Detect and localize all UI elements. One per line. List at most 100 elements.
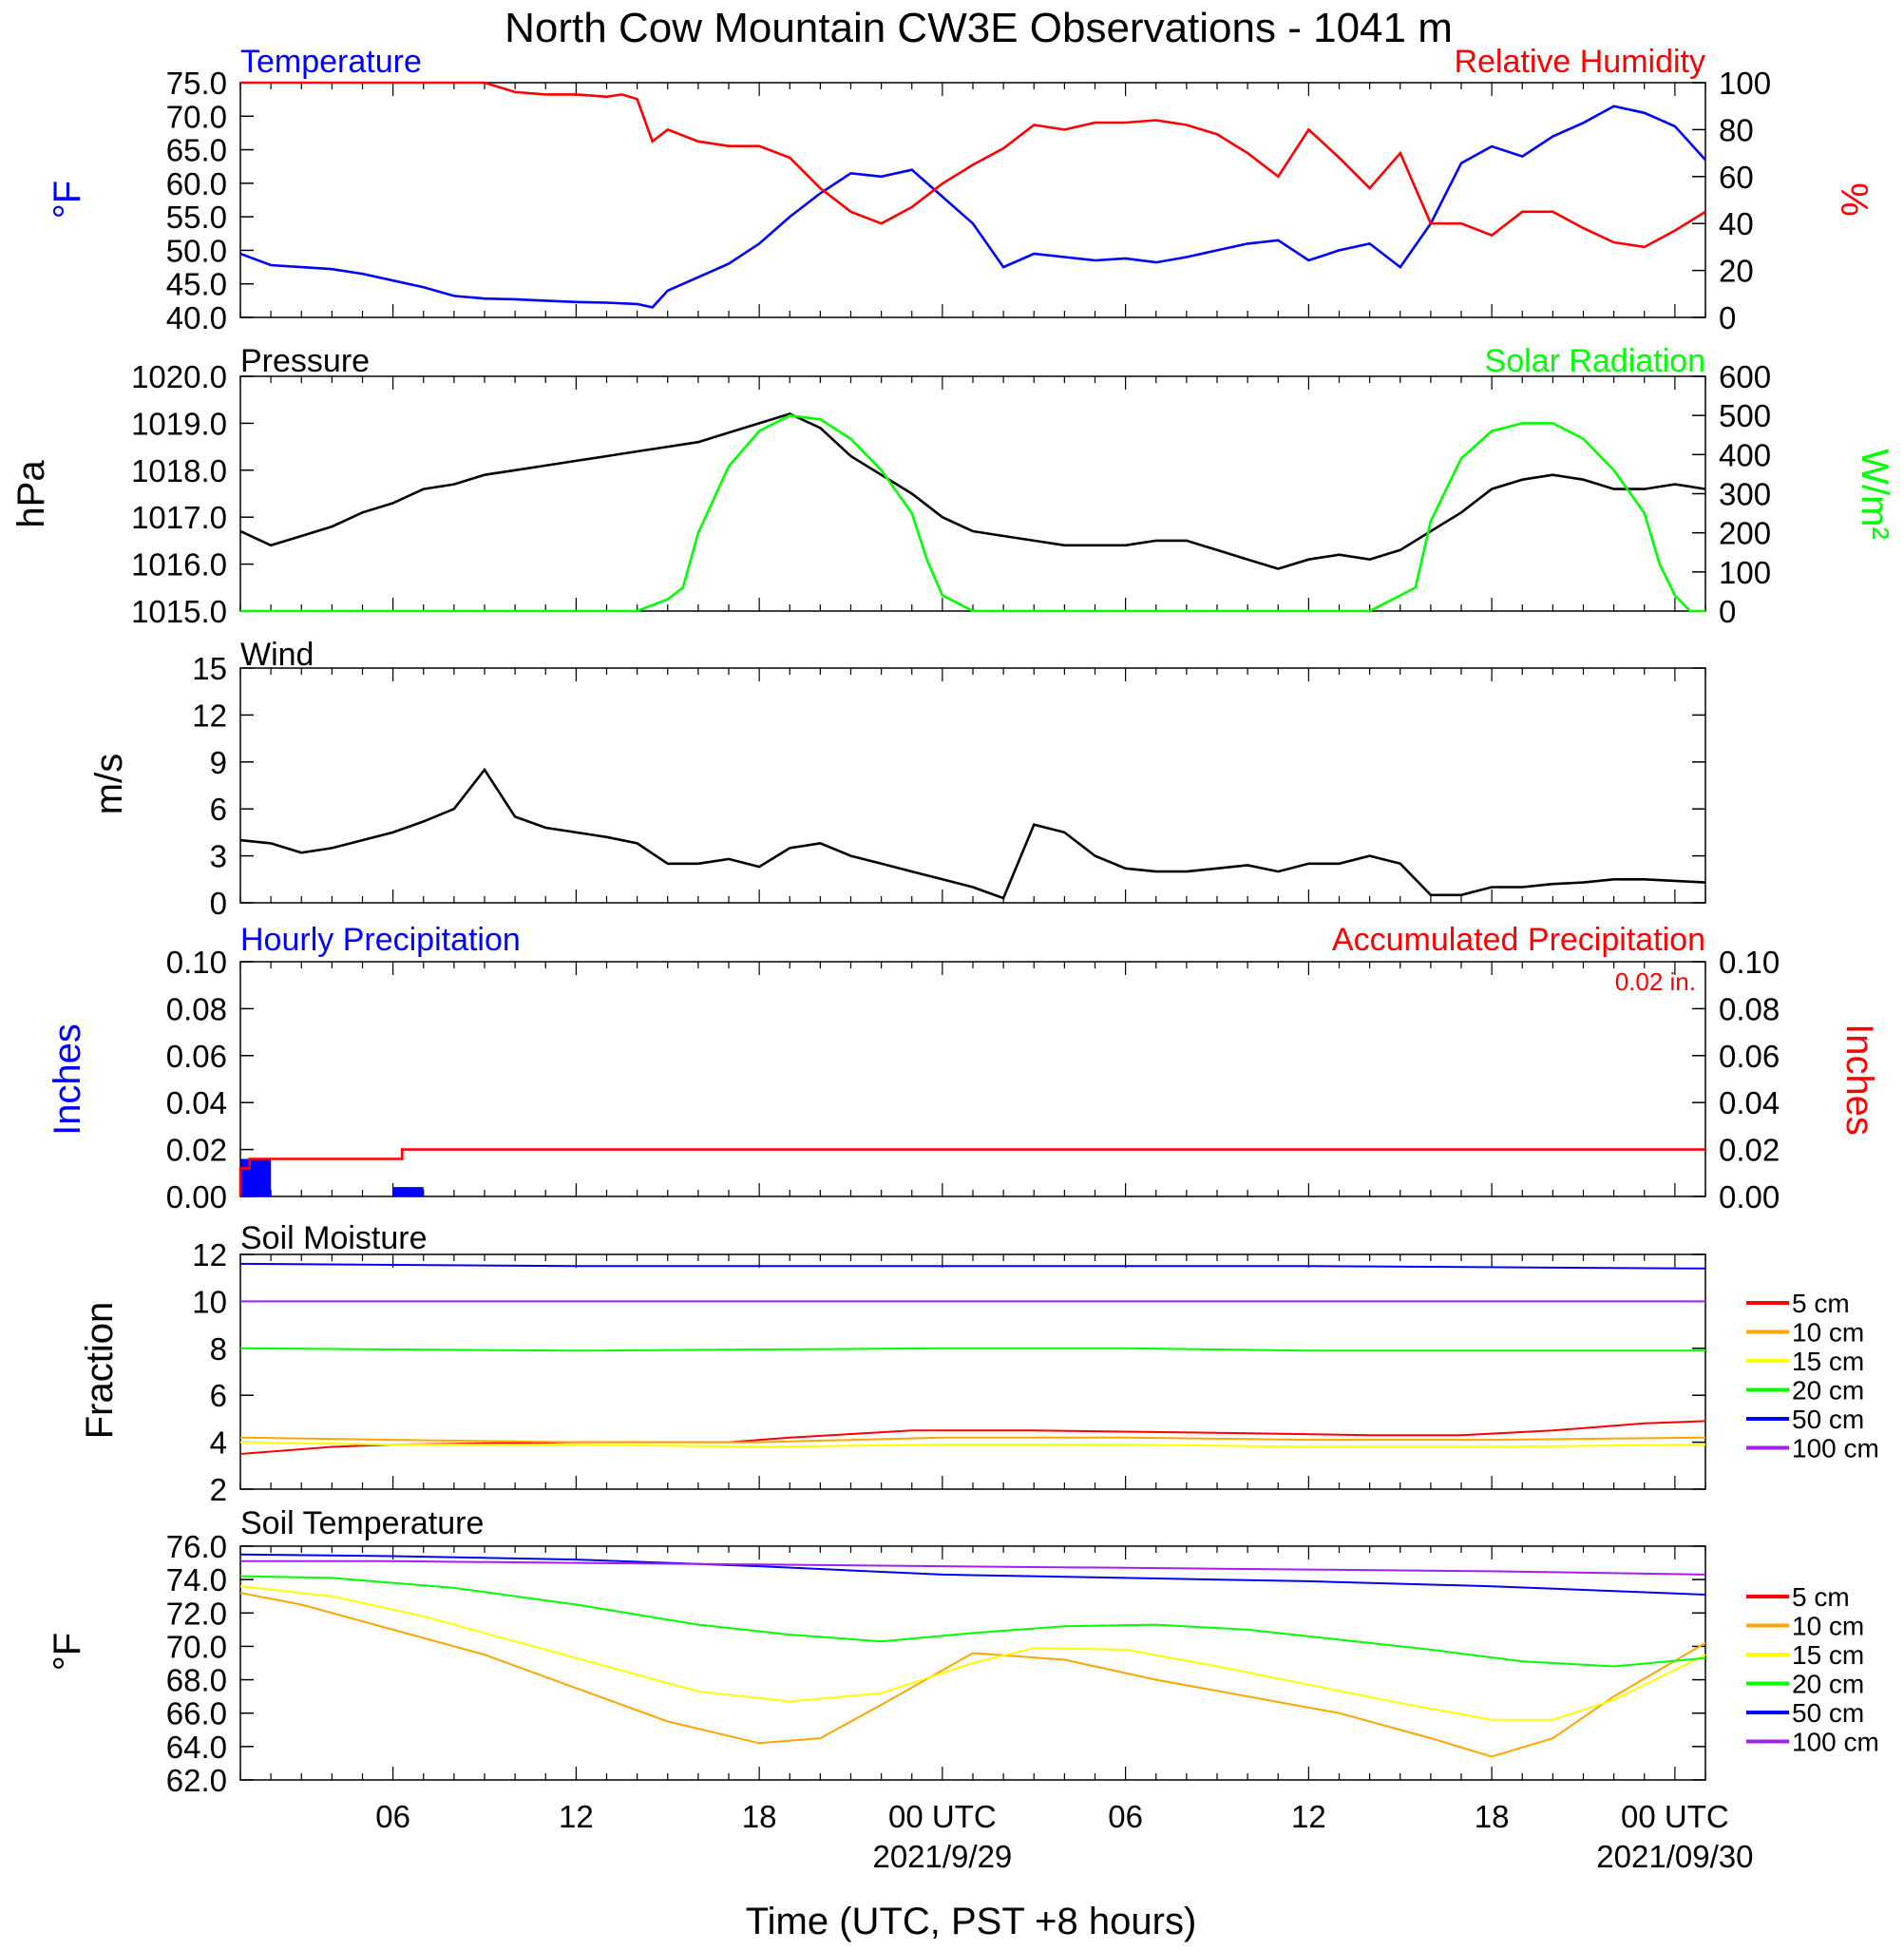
x-tick-label: 12 — [559, 1799, 594, 1834]
temperature-left-tick-label: 60.0 — [166, 166, 227, 201]
temperature-right-tick-label: 100 — [1719, 66, 1771, 101]
temperature-right-tick-label: 0 — [1719, 300, 1736, 335]
wind-wind-line — [239, 767, 1706, 900]
soil_temp-legend-label: 10 cm — [1792, 1612, 1864, 1641]
soil_temp-left-tick-label: 72.0 — [166, 1596, 227, 1631]
pressure-right-tick-label: 200 — [1719, 516, 1771, 551]
temperature-right-tick-label: 40 — [1719, 206, 1754, 241]
x-tick-label: 00 UTC — [1621, 1799, 1729, 1834]
wind-ylabel: m/s — [88, 754, 130, 814]
soil_moisture-10-cm-line — [239, 1436, 1706, 1444]
soil-temp-title: Soil Temperature — [240, 1505, 484, 1541]
temperature-frame — [239, 82, 1706, 318]
soil_temp-legend-label: 50 cm — [1792, 1698, 1864, 1728]
soil_temp-legend-label: 100 cm — [1792, 1728, 1879, 1757]
soil_moisture-left-tick-label: 12 — [192, 1237, 227, 1272]
soil-temp-ylabel: °F — [47, 1633, 88, 1671]
pressure-left-tick-label: 1016.0 — [131, 547, 227, 583]
pressure-solar-radiation-line — [240, 413, 1705, 613]
precip-right-tick-label: 0.00 — [1719, 1179, 1780, 1215]
humidity-ylabel: % — [1833, 182, 1875, 217]
soil_moisture-15-cm-line — [239, 1441, 1706, 1448]
soil_moisture-left-tick-label: 6 — [210, 1378, 227, 1413]
pressure-right-tick-label: 500 — [1719, 398, 1771, 433]
pressure-pressure-line — [239, 412, 1706, 570]
precip-left-tick-label: 0.10 — [166, 945, 227, 980]
x-tick-label: 18 — [1475, 1799, 1510, 1834]
precip-ylabel-left: Inches — [47, 1023, 88, 1136]
pressure-right-tick-label: 0 — [1719, 594, 1736, 629]
soil_temp-20-cm-line — [239, 1575, 1706, 1668]
temperature-right-tick-label: 20 — [1719, 254, 1754, 289]
precip-ylabel-right: Inches — [1838, 1023, 1880, 1136]
pressure-left-tick-label: 1017.0 — [131, 500, 227, 535]
temperature-ylabel: °F — [47, 181, 88, 219]
soil_temp-legend-label: 15 cm — [1792, 1640, 1864, 1670]
accum-precip-title: Accumulated Precipitation — [1332, 922, 1705, 958]
precip-accumulated-precipitation-line — [238, 1148, 1705, 1196]
temperature-left-tick-label: 40.0 — [166, 300, 227, 335]
soil_moisture-20-cm-line — [239, 1347, 1705, 1352]
pressure-right-tick-label: 400 — [1719, 437, 1771, 472]
wind-frame — [239, 667, 1706, 904]
precip-left-tick-label: 0.00 — [166, 1179, 227, 1215]
soil_temp-10-cm-line — [239, 1592, 1706, 1758]
precip-left-tick-label: 0.08 — [166, 991, 227, 1026]
precip-hourly-precipitation-bar — [240, 1158, 272, 1196]
precip-right-tick-label: 0.08 — [1719, 991, 1780, 1026]
x-tick-label: 06 — [375, 1799, 410, 1834]
precip-right-tick-label: 0.04 — [1719, 1085, 1780, 1120]
plot-layer: 75.070.065.060.055.050.045.040.010080604… — [131, 66, 1879, 1874]
soil_moisture-left-tick-label: 10 — [192, 1284, 227, 1319]
soil_temp-50-cm-line — [239, 1553, 1706, 1596]
precip-hourly-precipitation-bar — [392, 1187, 424, 1196]
pressure-left-tick-label: 1019.0 — [131, 406, 227, 441]
soil_temp-left-tick-label: 66.0 — [166, 1696, 227, 1731]
precip-right-tick-label: 0.06 — [1719, 1039, 1780, 1074]
temperature-right-tick-label: 60 — [1719, 160, 1754, 195]
x-tick-label: 06 — [1108, 1799, 1143, 1834]
pressure-left-tick-label: 1018.0 — [131, 453, 227, 488]
soil_temp-legend-label: 5 cm — [1792, 1582, 1850, 1612]
soil-moisture-title: Soil Moisture — [240, 1220, 428, 1256]
soil_temp-left-tick-label: 70.0 — [166, 1629, 227, 1664]
temperature-left-tick-label: 70.0 — [166, 99, 227, 134]
pressure-left-tick-label: 1020.0 — [131, 359, 227, 394]
soil_temp-left-tick-label: 74.0 — [166, 1562, 227, 1597]
hourly-precip-title: Hourly Precipitation — [240, 922, 521, 958]
wind-left-tick-label: 3 — [210, 839, 227, 874]
pressure-ylabel: hPa — [10, 460, 52, 528]
soil_temp-15-cm-line — [239, 1585, 1706, 1721]
soil_moisture-legend-label: 100 cm — [1792, 1434, 1879, 1463]
soil_moisture-frame — [239, 1253, 1706, 1490]
x-tick-label: 00 UTC — [888, 1799, 997, 1834]
x-tick-label: 12 — [1291, 1799, 1326, 1834]
soil_moisture-legend-label: 5 cm — [1792, 1289, 1850, 1318]
soil_temp-left-tick-label: 62.0 — [166, 1763, 227, 1798]
solar-ylabel: W/m² — [1854, 449, 1895, 540]
temperature-left-tick-label: 50.0 — [166, 233, 227, 268]
x-date-label: 2021/9/29 — [872, 1839, 1012, 1874]
soil_moisture-left-tick-label: 8 — [210, 1331, 227, 1367]
soil_moisture-legend-label: 15 cm — [1792, 1347, 1864, 1376]
soil_temp-left-tick-label: 68.0 — [166, 1663, 227, 1698]
soil_temp-left-tick-label: 76.0 — [166, 1529, 227, 1564]
temperature-right-tick-label: 80 — [1719, 112, 1754, 147]
precip-frame — [239, 961, 1706, 1197]
humidity-title: Relative Humidity — [1454, 44, 1705, 80]
soil_moisture-legend-label: 50 cm — [1792, 1405, 1864, 1434]
wind-title: Wind — [240, 637, 314, 673]
wind-left-tick-label: 9 — [210, 745, 227, 780]
figure-title: North Cow Mountain CW3E Observations - 1… — [505, 5, 1453, 51]
temperature-left-tick-label: 65.0 — [166, 133, 227, 168]
wind-left-tick-label: 15 — [192, 651, 227, 686]
solar-title: Solar Radiation — [1485, 343, 1705, 379]
soil_moisture-legend-label: 10 cm — [1792, 1318, 1864, 1348]
soil_moisture-left-tick-label: 4 — [210, 1425, 227, 1461]
soil_temp-left-tick-label: 64.0 — [166, 1730, 227, 1765]
soil_moisture-legend-label: 20 cm — [1792, 1376, 1864, 1406]
pressure-right-tick-label: 100 — [1719, 555, 1771, 590]
wind-left-tick-label: 0 — [210, 886, 227, 921]
wind-left-tick-label: 12 — [192, 698, 227, 733]
